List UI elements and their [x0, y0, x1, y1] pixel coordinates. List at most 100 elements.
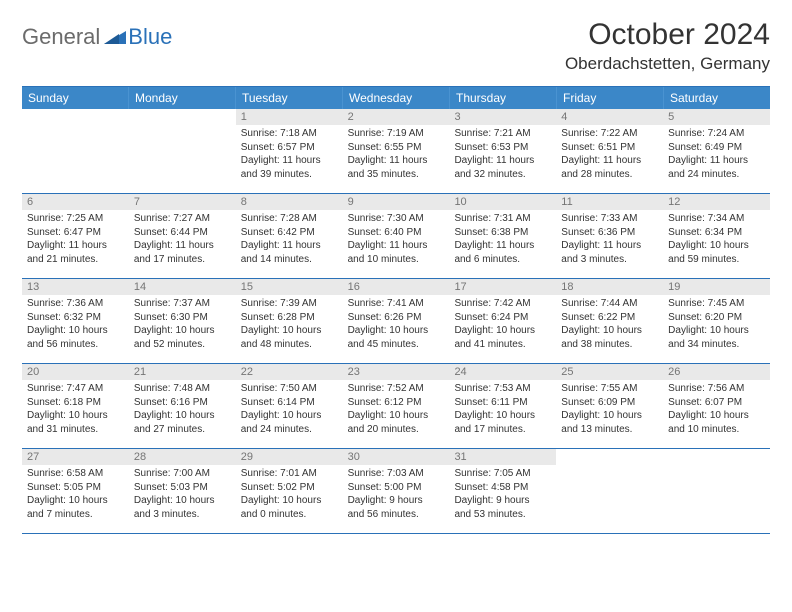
day-info: Sunrise: 7:27 AMSunset: 6:44 PMDaylight:…: [129, 210, 236, 270]
day-info: Sunrise: 7:19 AMSunset: 6:55 PMDaylight:…: [343, 125, 450, 185]
info-sunrise: Sunrise: 7:41 AM: [348, 297, 445, 311]
calendar-cell: 9Sunrise: 7:30 AMSunset: 6:40 PMDaylight…: [343, 194, 450, 278]
calendar-cell: 29Sunrise: 7:01 AMSunset: 5:02 PMDayligh…: [236, 449, 343, 533]
logo-triangle-icon: [104, 28, 126, 47]
info-daylight2: and 0 minutes.: [241, 508, 338, 522]
day-info: Sunrise: 7:34 AMSunset: 6:34 PMDaylight:…: [663, 210, 770, 270]
info-sunset: Sunset: 5:03 PM: [134, 481, 231, 495]
info-sunset: Sunset: 6:12 PM: [348, 396, 445, 410]
info-daylight1: Daylight: 10 hours: [134, 494, 231, 508]
info-sunset: Sunset: 6:44 PM: [134, 226, 231, 240]
info-daylight1: Daylight: 10 hours: [454, 409, 551, 423]
info-sunrise: Sunrise: 7:01 AM: [241, 467, 338, 481]
calendar-cell: ..: [22, 109, 129, 193]
dow-friday: Friday: [557, 87, 664, 109]
day-number: 18: [556, 279, 663, 295]
info-sunset: Sunset: 6:30 PM: [134, 311, 231, 325]
info-sunrise: Sunrise: 7:24 AM: [668, 127, 765, 141]
info-sunset: Sunset: 6:24 PM: [454, 311, 551, 325]
info-sunset: Sunset: 6:11 PM: [454, 396, 551, 410]
calendar-cell: 17Sunrise: 7:42 AMSunset: 6:24 PMDayligh…: [449, 279, 556, 363]
dow-tuesday: Tuesday: [236, 87, 343, 109]
info-daylight1: Daylight: 10 hours: [561, 324, 658, 338]
day-number: 19: [663, 279, 770, 295]
info-sunrise: Sunrise: 7:05 AM: [454, 467, 551, 481]
calendar-cell: 3Sunrise: 7:21 AMSunset: 6:53 PMDaylight…: [449, 109, 556, 193]
info-daylight1: Daylight: 11 hours: [241, 154, 338, 168]
info-daylight2: and 45 minutes.: [348, 338, 445, 352]
calendar-cell: 4Sunrise: 7:22 AMSunset: 6:51 PMDaylight…: [556, 109, 663, 193]
day-number: 14: [129, 279, 236, 295]
info-sunset: Sunset: 6:49 PM: [668, 141, 765, 155]
day-info: Sunrise: 7:55 AMSunset: 6:09 PMDaylight:…: [556, 380, 663, 440]
info-daylight1: Daylight: 10 hours: [134, 409, 231, 423]
day-number: 17: [449, 279, 556, 295]
day-info: Sunrise: 7:45 AMSunset: 6:20 PMDaylight:…: [663, 295, 770, 355]
calendar-cell: ..: [663, 449, 770, 533]
day-number: 5: [663, 109, 770, 125]
info-sunset: Sunset: 5:02 PM: [241, 481, 338, 495]
info-sunrise: Sunrise: 7:03 AM: [348, 467, 445, 481]
info-sunset: Sunset: 6:51 PM: [561, 141, 658, 155]
logo: General Blue: [22, 24, 172, 50]
day-info: Sunrise: 7:28 AMSunset: 6:42 PMDaylight:…: [236, 210, 343, 270]
info-sunset: Sunset: 6:20 PM: [668, 311, 765, 325]
info-daylight2: and 21 minutes.: [27, 253, 124, 267]
day-number: 6: [22, 194, 129, 210]
logo-word-1: General: [22, 24, 100, 50]
info-sunrise: Sunrise: 7:42 AM: [454, 297, 551, 311]
day-number: 29: [236, 449, 343, 465]
calendar-cell: ..: [129, 109, 236, 193]
info-daylight2: and 17 minutes.: [134, 253, 231, 267]
info-daylight1: Daylight: 10 hours: [668, 324, 765, 338]
info-sunset: Sunset: 5:00 PM: [348, 481, 445, 495]
info-sunrise: Sunrise: 7:30 AM: [348, 212, 445, 226]
info-sunset: Sunset: 6:18 PM: [27, 396, 124, 410]
calendar-cell: 6Sunrise: 7:25 AMSunset: 6:47 PMDaylight…: [22, 194, 129, 278]
info-daylight2: and 24 minutes.: [241, 423, 338, 437]
info-sunrise: Sunrise: 7:53 AM: [454, 382, 551, 396]
calendar-week: ....1Sunrise: 7:18 AMSunset: 6:57 PMDayl…: [22, 109, 770, 194]
calendar-cell: 15Sunrise: 7:39 AMSunset: 6:28 PMDayligh…: [236, 279, 343, 363]
day-info: Sunrise: 7:44 AMSunset: 6:22 PMDaylight:…: [556, 295, 663, 355]
info-daylight1: Daylight: 11 hours: [454, 239, 551, 253]
day-info: Sunrise: 7:33 AMSunset: 6:36 PMDaylight:…: [556, 210, 663, 270]
day-number: 25: [556, 364, 663, 380]
title-block: October 2024 Oberdachstetten, Germany: [565, 18, 770, 74]
info-sunset: Sunset: 6:55 PM: [348, 141, 445, 155]
info-daylight2: and 35 minutes.: [348, 168, 445, 182]
info-daylight1: Daylight: 11 hours: [348, 154, 445, 168]
month-title: October 2024: [565, 18, 770, 52]
info-sunset: Sunset: 5:05 PM: [27, 481, 124, 495]
info-daylight2: and 39 minutes.: [241, 168, 338, 182]
info-sunset: Sunset: 6:47 PM: [27, 226, 124, 240]
info-daylight2: and 38 minutes.: [561, 338, 658, 352]
calendar-cell: 11Sunrise: 7:33 AMSunset: 6:36 PMDayligh…: [556, 194, 663, 278]
calendar-cell: ..: [556, 449, 663, 533]
day-info: Sunrise: 7:52 AMSunset: 6:12 PMDaylight:…: [343, 380, 450, 440]
calendar-cell: 28Sunrise: 7:00 AMSunset: 5:03 PMDayligh…: [129, 449, 236, 533]
info-daylight1: Daylight: 10 hours: [27, 324, 124, 338]
info-daylight1: Daylight: 10 hours: [668, 239, 765, 253]
day-info: Sunrise: 7:22 AMSunset: 6:51 PMDaylight:…: [556, 125, 663, 185]
day-number: 2: [343, 109, 450, 125]
info-daylight2: and 6 minutes.: [454, 253, 551, 267]
day-info: Sunrise: 7:25 AMSunset: 6:47 PMDaylight:…: [22, 210, 129, 270]
day-info: Sunrise: 7:30 AMSunset: 6:40 PMDaylight:…: [343, 210, 450, 270]
day-number: 20: [22, 364, 129, 380]
day-number: 27: [22, 449, 129, 465]
info-daylight1: Daylight: 9 hours: [454, 494, 551, 508]
header: General Blue October 2024 Oberdachstette…: [22, 18, 770, 74]
dow-sunday: Sunday: [22, 87, 129, 109]
info-sunrise: Sunrise: 6:58 AM: [27, 467, 124, 481]
info-sunrise: Sunrise: 7:21 AM: [454, 127, 551, 141]
info-sunset: Sunset: 6:42 PM: [241, 226, 338, 240]
dow-monday: Monday: [129, 87, 236, 109]
info-daylight2: and 34 minutes.: [668, 338, 765, 352]
info-sunset: Sunset: 6:28 PM: [241, 311, 338, 325]
info-sunset: Sunset: 6:57 PM: [241, 141, 338, 155]
info-sunrise: Sunrise: 7:47 AM: [27, 382, 124, 396]
dow-thursday: Thursday: [450, 87, 557, 109]
day-info: Sunrise: 7:56 AMSunset: 6:07 PMDaylight:…: [663, 380, 770, 440]
info-sunrise: Sunrise: 7:37 AM: [134, 297, 231, 311]
